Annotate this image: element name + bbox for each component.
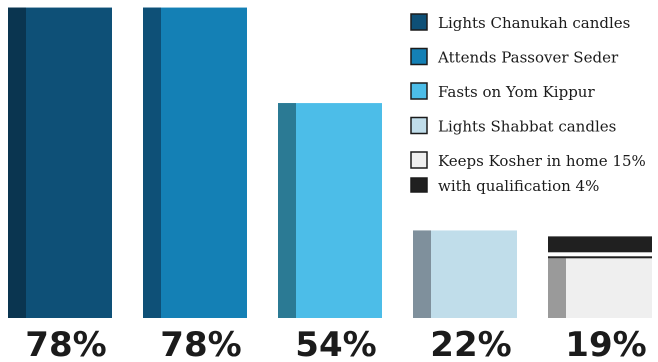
legend-label-lights-shabbat-candles: Lights Shabbat candles [438, 118, 616, 136]
legend-swatch-fasts-on-yom-kippur [410, 82, 428, 100]
legend-swatch-lights-chanukah-candles [410, 13, 428, 31]
bar-side-attends-passover-seder [143, 7, 161, 319]
value-label-attends-passover-seder: 78% [160, 325, 241, 362]
bar-side-lights-shabbat-candles [413, 230, 431, 318]
legend-label-keeps-kosher-in-home-15: Keeps Kosher in home 15% [438, 152, 646, 170]
legend-swatch-with-qualification-4 [410, 177, 428, 193]
bar-side-keeps-kosher-in-home [548, 258, 566, 318]
value-label-lights-shabbat-candles: 22% [430, 325, 511, 362]
legend: Lights Chanukah candles Attends Passover … [410, 13, 646, 195]
value-label-keeps-kosher-in-home: 19% [565, 325, 646, 362]
legend-swatch-lights-shabbat-candles [410, 116, 428, 135]
value-label-fasts-on-yom-kippur: 54% [295, 325, 376, 362]
legend-swatch-attends-passover-seder [410, 47, 428, 66]
legend-swatch-keeps-kosher-in-home-15 [410, 151, 428, 169]
bars-group [8, 7, 652, 319]
value-labels-group: 78% 78% 54% 22% 19% [25, 325, 646, 362]
bar-cap-keeps-kosher-in-home [548, 256, 652, 259]
bar-side-fasts-on-yom-kippur [278, 103, 296, 318]
legend-label-attends-passover-seder: Attends Passover Seder [437, 49, 619, 67]
legend-label-lights-chanukah-candles: Lights Chanukah candles [438, 14, 630, 32]
legend-label-fasts-on-yom-kippur: Fasts on Yom Kippur [438, 83, 595, 101]
legend-label-with-qualification-4: with qualification 4% [438, 177, 599, 195]
value-label-lights-chanukah-candles: 78% [25, 325, 106, 362]
bar-side-lights-chanukah-candles [8, 7, 26, 319]
bar-qualification [548, 236, 652, 253]
